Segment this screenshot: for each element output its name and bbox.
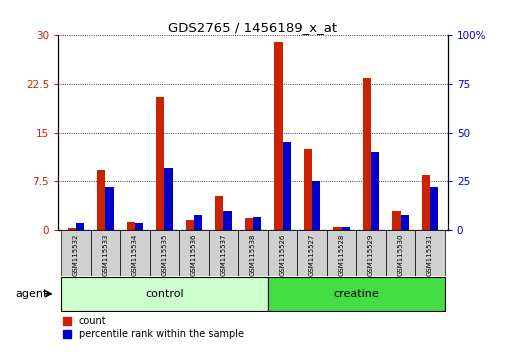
Bar xyxy=(267,230,296,276)
Text: GDS2765 / 1456189_x_at: GDS2765 / 1456189_x_at xyxy=(168,21,337,34)
Bar xyxy=(215,196,223,230)
Bar xyxy=(274,42,282,230)
Bar xyxy=(244,218,252,230)
Bar xyxy=(105,187,114,230)
Bar xyxy=(341,227,349,230)
Text: GSM115532: GSM115532 xyxy=(73,234,79,276)
Bar xyxy=(68,228,76,230)
Bar xyxy=(400,215,408,230)
Bar xyxy=(90,230,120,276)
Bar xyxy=(156,97,164,230)
Text: GSM115534: GSM115534 xyxy=(132,234,138,276)
Bar xyxy=(61,230,90,276)
Bar xyxy=(429,187,437,230)
Text: control: control xyxy=(145,289,183,299)
Bar xyxy=(223,211,231,230)
Bar xyxy=(61,277,267,311)
Bar xyxy=(120,230,149,276)
Bar xyxy=(391,211,400,230)
Text: GSM115526: GSM115526 xyxy=(279,234,285,276)
Bar xyxy=(415,230,444,276)
Bar xyxy=(356,230,385,276)
Bar xyxy=(76,223,84,230)
Bar xyxy=(362,78,370,230)
Bar xyxy=(267,277,444,311)
Legend: count, percentile rank within the sample: count, percentile rank within the sample xyxy=(63,316,243,339)
Bar xyxy=(421,175,429,230)
Bar xyxy=(297,230,326,276)
Bar xyxy=(135,223,143,230)
Text: GSM115533: GSM115533 xyxy=(102,234,108,276)
Text: GSM115536: GSM115536 xyxy=(190,234,196,276)
Text: creatine: creatine xyxy=(333,289,378,299)
Bar xyxy=(252,217,261,230)
Bar xyxy=(164,168,172,230)
Bar xyxy=(193,216,202,230)
Bar xyxy=(326,230,356,276)
Text: GSM115528: GSM115528 xyxy=(338,234,344,276)
Text: GSM115529: GSM115529 xyxy=(367,234,373,276)
Text: GSM115531: GSM115531 xyxy=(426,234,432,276)
Bar xyxy=(333,227,341,230)
Text: GSM115538: GSM115538 xyxy=(249,234,256,276)
Bar xyxy=(282,142,290,230)
Text: GSM115537: GSM115537 xyxy=(220,234,226,276)
Bar xyxy=(370,152,379,230)
Text: GSM115535: GSM115535 xyxy=(161,234,167,276)
Bar xyxy=(208,230,238,276)
Bar xyxy=(97,170,105,230)
Bar xyxy=(385,230,415,276)
Bar xyxy=(312,181,320,230)
Bar xyxy=(185,220,193,230)
Bar xyxy=(179,230,208,276)
Bar xyxy=(126,222,135,230)
Text: GSM115530: GSM115530 xyxy=(397,234,403,276)
Bar xyxy=(149,230,179,276)
Bar xyxy=(303,149,312,230)
Text: agent: agent xyxy=(16,289,48,299)
Bar xyxy=(238,230,267,276)
Text: GSM115527: GSM115527 xyxy=(309,234,315,276)
